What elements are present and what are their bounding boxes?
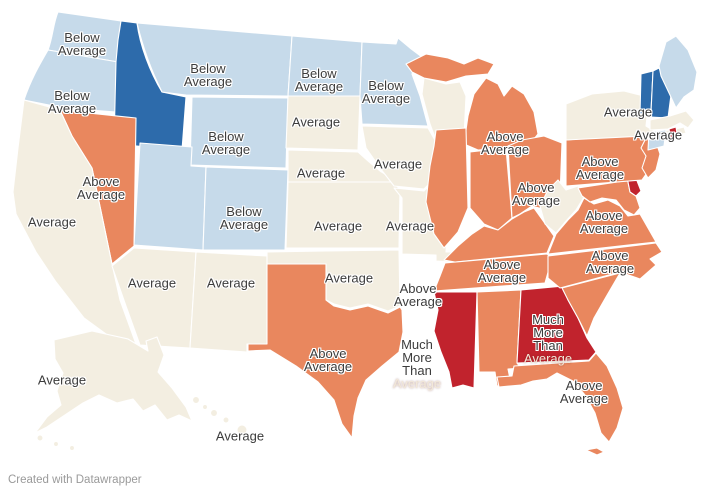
- alaska-aleutian-island[interactable]: [52, 440, 60, 448]
- state-florida[interactable]: [496, 352, 624, 443]
- state-mississippi[interactable]: [433, 291, 478, 389]
- state-rhode-island[interactable]: [668, 126, 679, 142]
- datawrapper-attribution[interactable]: Created with Datawrapper: [8, 474, 142, 486]
- state-kansas[interactable]: [285, 181, 401, 249]
- state-iowa[interactable]: [361, 125, 437, 190]
- state-montana[interactable]: [136, 22, 293, 97]
- state-illinois[interactable]: [425, 127, 469, 249]
- state-hawaii-island[interactable]: [249, 435, 259, 445]
- state-hawaii-island[interactable]: [222, 416, 230, 424]
- state-wyoming[interactable]: [189, 96, 289, 169]
- state-colorado[interactable]: [202, 166, 289, 251]
- state-kentucky[interactable]: [443, 207, 555, 263]
- state-north-carolina[interactable]: [547, 242, 663, 289]
- state-tennessee[interactable]: [433, 253, 553, 292]
- state-north-dakota[interactable]: [287, 35, 363, 97]
- state-new-mexico[interactable]: [189, 251, 268, 353]
- alaska-aleutian-island[interactable]: [36, 434, 44, 442]
- state-hawaii-island[interactable]: [191, 395, 201, 405]
- alaska-aleutian-island[interactable]: [68, 444, 76, 452]
- state-south-carolina[interactable]: [561, 272, 621, 337]
- state-maine[interactable]: [658, 35, 698, 109]
- state-hawaii-island[interactable]: [236, 424, 248, 436]
- state-alaska[interactable]: [34, 330, 193, 434]
- state-minnesota[interactable]: [359, 37, 429, 127]
- state-hawaii-island[interactable]: [201, 403, 209, 411]
- state-indiana[interactable]: [469, 147, 513, 231]
- state-south-dakota[interactable]: [285, 95, 361, 151]
- state-pennsylvania[interactable]: [565, 133, 653, 187]
- state-virginia[interactable]: [547, 197, 657, 255]
- state-connecticut[interactable]: [647, 129, 667, 151]
- state-hawaii-island[interactable]: [209, 408, 219, 418]
- state-oregon[interactable]: [23, 49, 119, 113]
- state-massachusetts[interactable]: [649, 110, 695, 131]
- state-michigan-upper-peninsula[interactable]: [405, 53, 495, 83]
- state-florida-keys[interactable]: [585, 447, 605, 456]
- state-texas[interactable]: [247, 263, 404, 439]
- state-west-virginia[interactable]: [539, 179, 585, 234]
